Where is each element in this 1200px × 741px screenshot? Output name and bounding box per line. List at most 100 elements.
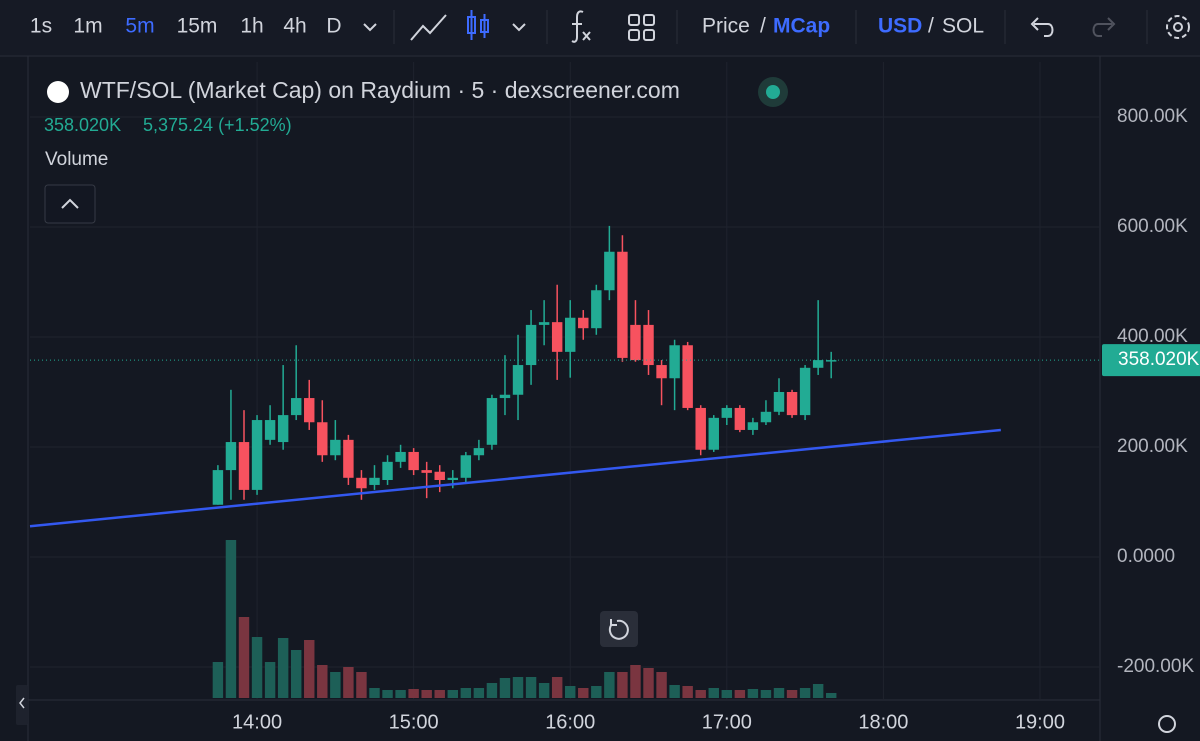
y-tick-label: 800.00K — [1117, 106, 1188, 127]
volume-bar — [825, 693, 837, 698]
volume-bar — [356, 672, 367, 698]
candle-body — [330, 439, 341, 456]
legend-value: 358.020K — [44, 115, 121, 135]
candle-body — [356, 477, 367, 489]
candle-body — [538, 322, 550, 325]
separator-text: / — [760, 15, 766, 38]
interval[interactable]: 1s — [30, 15, 52, 38]
last-price-box — [1102, 344, 1200, 377]
candle-body — [747, 422, 759, 430]
collapse-button[interactable] — [44, 184, 96, 224]
candle-body — [290, 398, 302, 416]
candle-body — [447, 477, 458, 480]
volume-bar — [408, 689, 419, 698]
x-tick-label: 17:00 — [702, 711, 752, 733]
candle-icon[interactable] — [467, 10, 489, 40]
volume-bar — [434, 690, 445, 698]
volume-bar — [721, 690, 733, 698]
interval[interactable]: 15m — [177, 15, 218, 38]
interval-active[interactable]: 5m — [125, 15, 154, 38]
volume-bar — [682, 686, 693, 698]
price-toggle[interactable]: Price — [702, 15, 750, 38]
candle-body — [669, 345, 680, 379]
volume-bar — [578, 688, 589, 698]
last-price-label: 358.020K — [1118, 349, 1200, 370]
trend-line — [29, 428, 1001, 528]
candle-body — [695, 407, 706, 450]
interval[interactable]: 1h — [240, 15, 263, 38]
chevron[interactable] — [512, 23, 526, 32]
axis-settings-icon[interactable] — [1158, 715, 1176, 733]
volume-bar — [369, 688, 380, 698]
candle-body — [512, 365, 524, 395]
volume-bar — [264, 662, 276, 698]
volume-bar — [643, 668, 654, 698]
candle-body — [617, 251, 628, 358]
candle-body — [682, 345, 693, 408]
candle-body — [721, 407, 733, 418]
candle-body — [460, 455, 472, 478]
volume-bar — [473, 688, 485, 698]
candle-body — [812, 360, 824, 368]
volume-bar — [395, 690, 406, 698]
interval[interactable]: 1m — [73, 15, 102, 38]
volume-bar — [812, 684, 824, 698]
volume-bar — [290, 650, 302, 698]
volume-bar — [212, 662, 224, 698]
volume-bar — [512, 677, 524, 698]
candle-body — [473, 448, 485, 456]
candle-body — [395, 451, 406, 462]
candle-body — [734, 407, 746, 430]
volume-bar — [421, 690, 432, 698]
candle-body — [773, 392, 785, 412]
line-tool-icon[interactable] — [410, 14, 447, 41]
candle-body — [799, 367, 811, 416]
candle-body — [251, 420, 263, 490]
volume-bar — [708, 688, 719, 698]
reset-icon — [608, 619, 629, 640]
volume-bar — [460, 688, 472, 698]
reset-button[interactable] — [600, 611, 638, 647]
chevron[interactable] — [363, 23, 377, 32]
candle-body — [382, 461, 393, 480]
candle-body — [343, 439, 354, 478]
redo-icon[interactable] — [1092, 17, 1116, 37]
volume-bar — [786, 690, 798, 698]
candle-body — [277, 415, 289, 443]
candle-body — [630, 324, 641, 361]
volume-bar — [617, 672, 628, 698]
volume-bar — [656, 672, 667, 698]
mcap-toggle[interactable]: MCap — [773, 15, 830, 38]
volume-bar — [499, 678, 511, 698]
volume-bar — [799, 688, 811, 698]
collapse-icon — [61, 198, 79, 209]
sol-toggle[interactable]: SOL — [942, 15, 984, 38]
volume-bar — [734, 690, 746, 698]
candle-body — [591, 290, 602, 329]
settings-icon[interactable] — [1166, 15, 1190, 39]
candle-body — [434, 471, 445, 480]
volume-bar — [238, 617, 250, 698]
y-tick-label: 200.00K — [1117, 436, 1188, 457]
usd-toggle[interactable]: USD — [878, 15, 922, 38]
expand-icon — [19, 697, 25, 709]
volume-bar — [747, 689, 759, 698]
interval[interactable]: 4h — [283, 15, 306, 38]
candle-body — [708, 417, 719, 450]
volume-bar — [304, 640, 315, 698]
candle-body — [317, 422, 328, 456]
volume-bar — [760, 690, 772, 698]
volume-bar — [538, 683, 550, 698]
volume-bar — [551, 677, 563, 698]
separator-text: / — [928, 15, 934, 38]
candle-body — [238, 442, 250, 490]
layout-icon[interactable] — [628, 14, 655, 41]
candle-body — [525, 324, 537, 366]
candle-body — [408, 451, 419, 471]
undo-icon[interactable] — [1030, 17, 1054, 37]
indicator-icon[interactable] — [571, 10, 591, 43]
chart-title: WTF/SOL (Market Cap) on Raydium · 5 · de… — [80, 77, 680, 103]
interval[interactable]: D — [326, 15, 341, 38]
